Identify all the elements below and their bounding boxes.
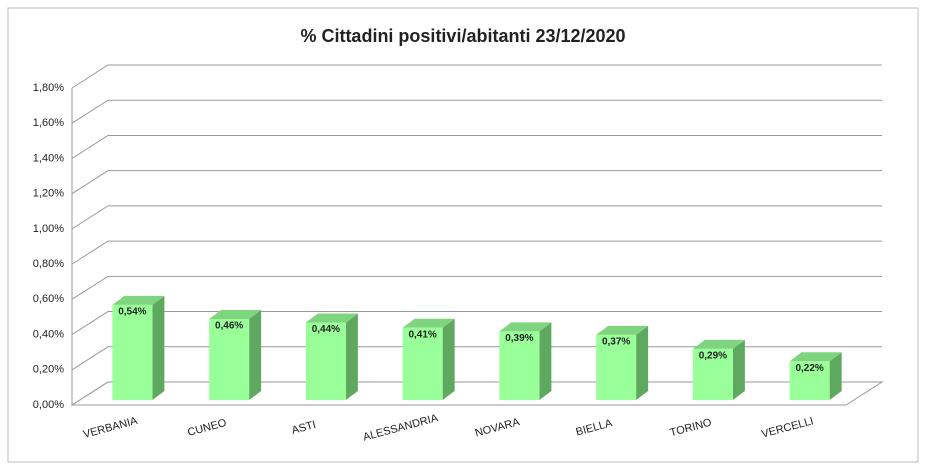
bar-top	[305, 313, 358, 323]
value-label: 0,29%	[699, 351, 727, 362]
bar	[499, 331, 540, 400]
value-label: 0,37%	[602, 336, 630, 347]
y-tick-label: 1,80%	[33, 82, 64, 94]
bar	[789, 361, 830, 400]
y-tick-label: 0,60%	[33, 293, 64, 305]
bar-side	[636, 325, 649, 400]
y-tick-label: 1,20%	[33, 188, 64, 200]
grid-line	[71, 134, 882, 159]
bar-top	[112, 295, 165, 305]
bar-side	[829, 352, 842, 400]
bar-top	[789, 352, 842, 362]
bar	[402, 327, 443, 400]
grid-line	[71, 99, 882, 124]
chart-title: % Cittadini positivi/abitanti 23/12/2020	[300, 26, 625, 46]
y-tick-label: 1,40%	[33, 152, 64, 164]
bar-side	[732, 339, 745, 400]
bar	[305, 322, 346, 400]
y-tick-label: 0,20%	[33, 364, 64, 376]
grid-line	[71, 205, 882, 230]
bar-side	[152, 295, 165, 400]
value-label: 0,44%	[312, 324, 340, 335]
grid-line	[71, 275, 882, 300]
bar-side	[345, 313, 358, 400]
y-tick-label: 1,00%	[33, 223, 64, 235]
value-label: 0,41%	[408, 329, 436, 340]
y-tick-label: 0,80%	[33, 258, 64, 270]
value-label: 0,54%	[118, 307, 146, 318]
y-tick-label: 1,60%	[33, 117, 64, 129]
y-tick-label: 0,00%	[33, 399, 64, 411]
floor	[70, 381, 884, 406]
bar-top	[402, 318, 455, 328]
bar	[692, 348, 733, 400]
bar-top	[209, 309, 262, 319]
bar-top	[692, 339, 745, 349]
value-label: 0,39%	[505, 333, 533, 344]
value-label: 0,46%	[215, 321, 243, 332]
bar	[112, 304, 153, 400]
grid-line	[71, 311, 882, 335]
value-label: 0,22%	[795, 363, 823, 374]
bar-side	[539, 322, 552, 400]
bar-top	[499, 322, 552, 332]
bar-side	[249, 309, 262, 400]
bar	[209, 318, 250, 400]
grid-line	[71, 170, 882, 195]
y-tick-label: 0,40%	[33, 328, 64, 340]
bar-side	[442, 318, 455, 400]
grid-line	[71, 64, 882, 89]
bar	[596, 334, 637, 400]
grid-line	[71, 240, 882, 265]
bar-top	[596, 325, 649, 335]
